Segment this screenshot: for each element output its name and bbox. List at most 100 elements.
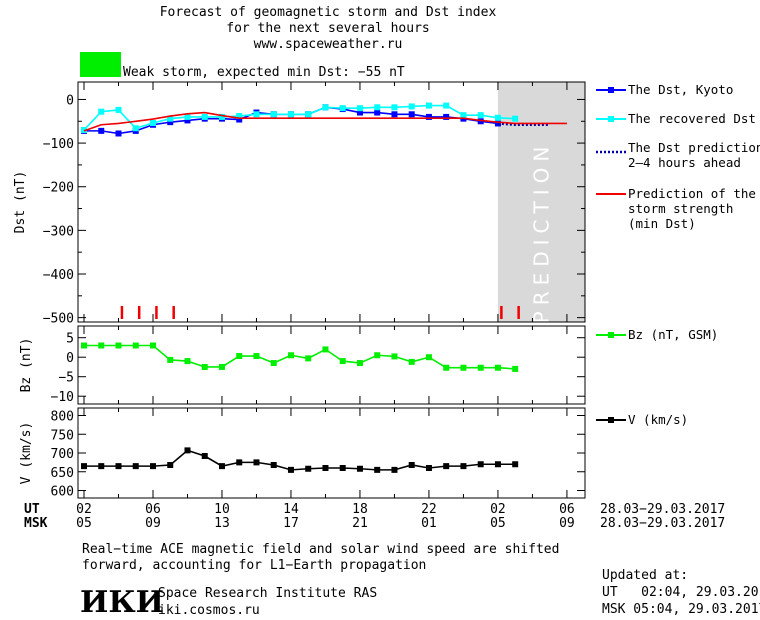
ut-tick-label: 06 xyxy=(559,502,575,517)
chart-title-line-1: Forecast of geomagnetic storm and Dst in… xyxy=(160,5,497,20)
data-point xyxy=(443,463,450,470)
ut-tick-label: 06 xyxy=(145,502,161,517)
data-point xyxy=(98,108,105,115)
data-point xyxy=(201,113,208,120)
msk-tick-label: 05 xyxy=(490,516,506,531)
data-point xyxy=(477,112,484,119)
v-legend: V (km/s) xyxy=(596,412,688,427)
y-tick-label: −400 xyxy=(43,268,74,283)
y-tick-label: 5 xyxy=(66,332,74,347)
data-point xyxy=(287,111,294,118)
y-tick-label: 650 xyxy=(51,466,74,481)
y-tick-label: −500 xyxy=(43,312,74,327)
institute-name: Space Research Institute RAS xyxy=(158,586,377,601)
data-point xyxy=(167,356,174,363)
data-point xyxy=(494,461,501,468)
data-point xyxy=(184,113,191,120)
data-point xyxy=(339,105,346,112)
y-axis-label: V (km/s) xyxy=(19,422,34,485)
y-tick-label: 800 xyxy=(51,410,74,425)
data-point xyxy=(98,127,105,134)
data-point xyxy=(236,113,243,120)
ut-tick-label: 02 xyxy=(76,502,92,517)
legend-label-v: V (km/s) xyxy=(628,412,688,427)
y-tick-label: −100 xyxy=(43,137,74,152)
data-point xyxy=(270,462,277,468)
prediction-region-label: PREDICTION xyxy=(529,141,553,324)
data-point xyxy=(270,111,277,118)
data-point xyxy=(425,354,432,361)
data-point xyxy=(81,342,87,349)
ut-tick-label: 14 xyxy=(283,502,299,517)
data-point xyxy=(356,109,363,116)
data-point xyxy=(218,463,225,470)
prediction-shading xyxy=(497,82,585,322)
footnote-line-1: Real−time ACE magnetic field and solar w… xyxy=(82,542,559,557)
data-point xyxy=(494,364,501,371)
panel-frame xyxy=(77,407,586,499)
data-point xyxy=(305,465,312,472)
data-point xyxy=(253,111,260,118)
panel-frame xyxy=(77,325,586,405)
y-tick-label: −200 xyxy=(43,181,74,196)
data-point xyxy=(322,346,329,353)
updated-ut: UT 02:04, 29.03.2017 xyxy=(602,585,760,600)
legend-label-bz: Bz (nT, GSM) xyxy=(628,327,718,342)
series-line xyxy=(497,122,550,127)
data-point xyxy=(115,342,122,349)
data-point xyxy=(236,116,243,123)
data-point xyxy=(236,353,243,360)
data-point xyxy=(391,466,398,473)
data-point xyxy=(512,115,519,122)
data-point xyxy=(218,113,225,120)
data-point xyxy=(167,119,174,126)
msk-date-range: 28.03−29.03.2017 xyxy=(600,516,725,531)
data-point xyxy=(460,463,467,470)
data-point xyxy=(408,358,415,365)
v-panel: 800 750 700 650 600 V (km/s) xyxy=(19,407,586,500)
bz-panel: 5 0 −5 −10 Bz (nT) xyxy=(19,325,586,405)
msk-tick-label: 09 xyxy=(559,516,575,531)
data-point xyxy=(167,462,174,468)
y-tick-label: −10 xyxy=(51,390,74,405)
data-point xyxy=(236,459,243,466)
chart-title-url[interactable]: www.spaceweather.ru xyxy=(254,37,403,52)
msk-axis-label: MSK xyxy=(24,516,48,531)
bz-legend: Bz (nT, GSM) xyxy=(596,327,718,342)
data-point xyxy=(287,466,294,473)
data-point xyxy=(477,118,484,125)
data-point xyxy=(391,353,398,360)
data-point xyxy=(374,109,381,116)
data-point xyxy=(132,125,139,132)
data-point xyxy=(374,466,381,473)
data-point xyxy=(460,364,467,371)
series-line xyxy=(83,111,567,132)
data-point xyxy=(391,104,398,111)
data-point xyxy=(201,363,208,370)
data-point xyxy=(356,465,363,472)
msk-tick-label: 13 xyxy=(214,516,230,531)
ut-tick-label: 10 xyxy=(214,502,230,517)
footnote-line-2: forward, accounting for L1−Earth propaga… xyxy=(82,558,426,573)
data-point xyxy=(218,363,225,370)
data-point xyxy=(287,352,294,359)
legend-label-kyoto: The Dst, Kyoto xyxy=(628,82,733,97)
msk-tick-label: 21 xyxy=(352,516,368,531)
legend-label-storm-strength: Prediction of the storm strength (min Dst) xyxy=(628,186,756,231)
y-tick-label: 750 xyxy=(51,428,74,443)
legend-marker-recovered xyxy=(608,116,614,122)
data-point xyxy=(477,461,484,468)
legend-marker-kyoto xyxy=(608,87,614,93)
y-tick-label: 0 xyxy=(66,93,74,108)
institute-website[interactable]: iki.cosmos.ru xyxy=(158,603,260,618)
data-point xyxy=(408,103,415,110)
data-point xyxy=(494,114,501,121)
ut-axis-label: UT xyxy=(24,502,40,517)
data-point xyxy=(305,355,312,362)
data-point xyxy=(184,117,191,124)
data-point xyxy=(184,447,191,454)
data-point xyxy=(149,120,156,127)
data-point xyxy=(477,364,484,371)
legend-marker-v xyxy=(608,417,614,423)
